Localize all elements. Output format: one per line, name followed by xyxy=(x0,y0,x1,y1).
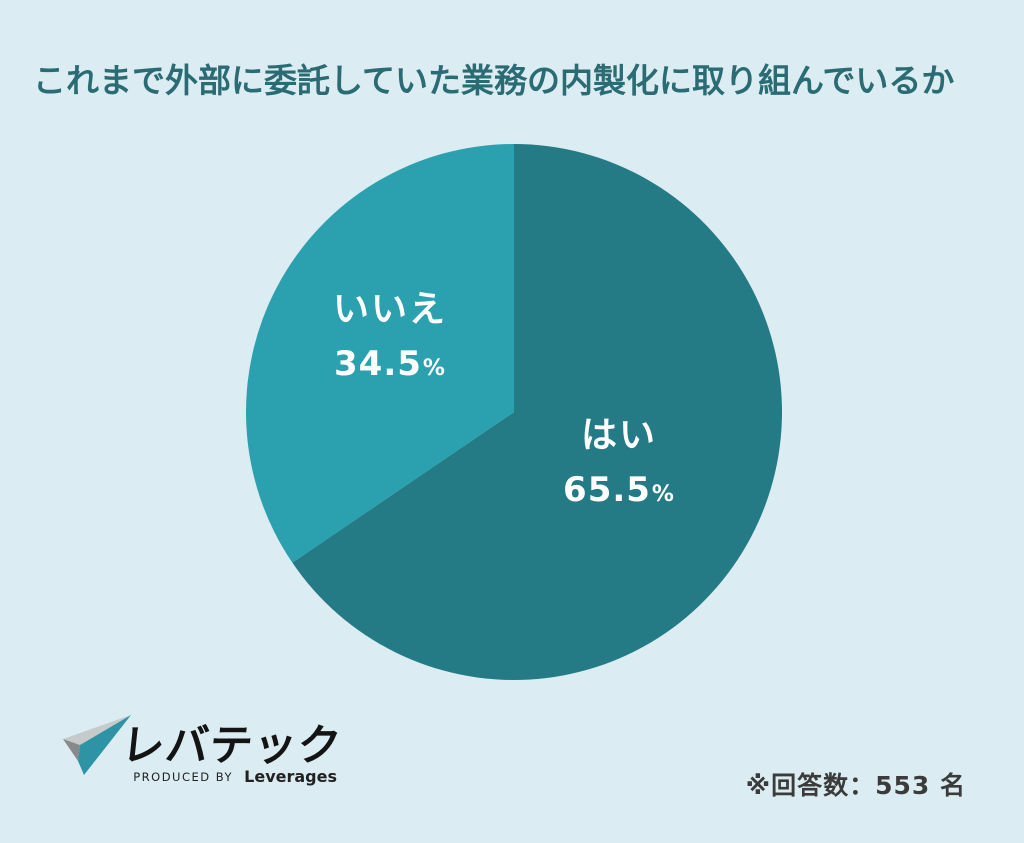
pie-slice-0 xyxy=(292,144,782,680)
levtech-logo: レバテック PRODUCED BY Leverages xyxy=(52,703,344,803)
logo-produced-by-text: PRODUCED BY xyxy=(133,770,234,784)
response-count-note: ※回答数：553 名 xyxy=(745,771,966,800)
pie-chart xyxy=(246,144,782,680)
pie-slice-1 xyxy=(246,144,514,563)
chart-title: これまで外部に委託していた業務の内製化に取り組んでいるか xyxy=(33,61,955,100)
logo-brand-text: レバテック xyxy=(118,721,345,771)
levtech-logo-mark-icon xyxy=(63,715,131,775)
logo-facet-dark-gray xyxy=(63,739,80,761)
logo-produced-line: PRODUCED BY Leverages xyxy=(122,767,337,786)
logo-facet-light-gray xyxy=(63,715,131,745)
logo-company-text: Leverages xyxy=(244,767,337,786)
logo-facet-teal xyxy=(78,715,131,775)
